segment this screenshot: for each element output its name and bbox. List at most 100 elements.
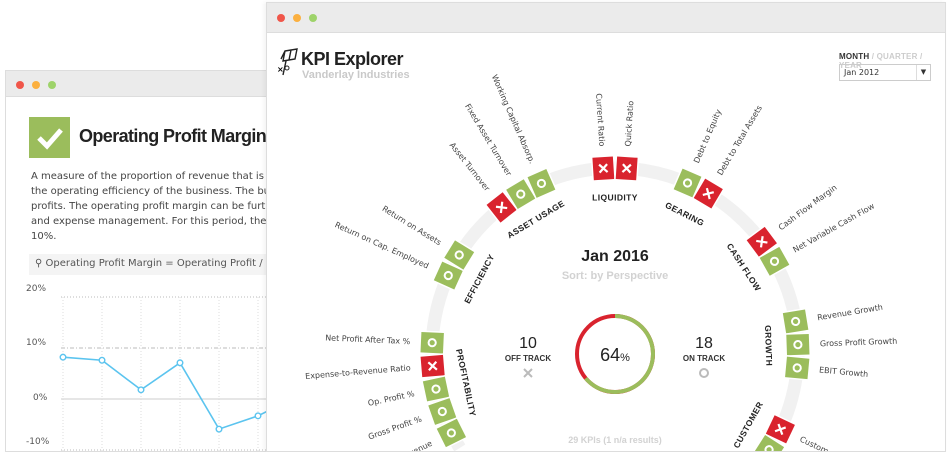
period-quarter[interactable]: QUARTER: [876, 52, 918, 61]
kpi-tile[interactable]: [421, 374, 451, 404]
maximize-window-button[interactable]: [309, 14, 317, 22]
data-point[interactable]: [215, 425, 223, 433]
kpi-tile[interactable]: [590, 154, 616, 182]
off-track-x-icon: [774, 423, 787, 436]
kpi-tile[interactable]: [752, 432, 787, 451]
formula-bar: ⚲ Operating Profit Margin = Operating Pr…: [29, 254, 280, 275]
kpi-tile-bg: [781, 307, 811, 336]
description-line: 10%.: [31, 231, 57, 242]
kpi-tile[interactable]: [783, 355, 811, 381]
kpi-label[interactable]: EBIT Growth: [819, 365, 869, 379]
kpi-tile[interactable]: [434, 416, 469, 450]
formula-text: Operating Profit Margin = Operating Prof…: [45, 258, 280, 269]
off-track-x-icon: [427, 360, 438, 372]
kpi-label[interactable]: Gross Profit Growth: [820, 337, 898, 349]
kpi-tile-bg: [434, 416, 469, 450]
kpi-label[interactable]: Expense-to-Revenue Ratio: [305, 363, 411, 381]
kpi-tile[interactable]: [426, 396, 459, 427]
data-point[interactable]: [254, 412, 262, 420]
kpi-tile[interactable]: [744, 224, 780, 259]
data-point[interactable]: [98, 356, 106, 364]
kpi-tile[interactable]: [784, 332, 812, 357]
period-year[interactable]: YEAR: [839, 61, 863, 70]
on-track-circle-icon: [536, 178, 547, 189]
kpi-tile-bg: [783, 355, 811, 381]
close-window-button[interactable]: [16, 81, 24, 89]
description-line: A measure of the proportion of revenue t…: [31, 171, 280, 182]
kpi-tile[interactable]: [504, 177, 538, 212]
kpi-label[interactable]: Revenue Growth: [817, 303, 884, 323]
on-track-circle-icon: [443, 270, 453, 281]
on-track-circle-icon: [792, 363, 802, 373]
kpi-label[interactable]: Return on Assets: [381, 204, 443, 247]
perspective-label[interactable]: GEARING: [664, 200, 706, 228]
kpi-tile[interactable]: [484, 190, 519, 225]
search-icon: ⚲: [35, 258, 46, 269]
perspective-label[interactable]: PROFITABILITY: [454, 348, 478, 417]
kpi-summary: 29 KPIs (1 n/a results): [568, 435, 662, 445]
y-tick-label: 0%: [33, 393, 48, 403]
kpi-label[interactable]: Net Profit After Tax %: [325, 333, 411, 346]
perspective-label[interactable]: GROWTH: [763, 325, 774, 366]
y-tick-label: 20%: [26, 284, 47, 294]
percent-value: 64: [600, 345, 620, 365]
kpi-detail-window: Operating Profit Margin A measure of the…: [5, 70, 280, 452]
chevron-down-icon[interactable]: ▼: [916, 65, 930, 80]
off-track-count: 10: [519, 335, 537, 352]
kpi-tile-bg: [442, 238, 477, 272]
on-track-circle-icon: [516, 189, 526, 199]
kpi-label[interactable]: Customer: [798, 435, 838, 451]
percent-sign: %: [620, 352, 630, 364]
kpi-tile[interactable]: [614, 154, 640, 182]
kpi-label[interactable]: Debt to Equity: [692, 108, 723, 165]
data-point[interactable]: [137, 386, 145, 394]
description-line: profits. The operating profit margin can…: [31, 201, 280, 212]
kpi-tile[interactable]: [442, 238, 477, 272]
app-title: KPI Explorer: [301, 49, 404, 69]
close-window-button[interactable]: [277, 14, 285, 22]
kpi-tile-bg: [431, 259, 465, 292]
kpi-label[interactable]: Asset Turnover: [448, 141, 492, 194]
svg-text:×: ×: [277, 65, 284, 74]
kpi-tile-bg: [418, 330, 446, 356]
kpi-tile[interactable]: [525, 167, 558, 200]
on-track-circle-icon: [431, 384, 441, 394]
title-bar: [267, 3, 945, 33]
on-track-circle-icon: [454, 250, 464, 260]
kpi-tile[interactable]: [763, 413, 797, 446]
kpi-tile[interactable]: [781, 307, 811, 336]
maximize-window-button[interactable]: [48, 81, 56, 89]
perspective-label[interactable]: LIQUIDITY: [592, 192, 638, 202]
kpi-tile[interactable]: [671, 166, 704, 200]
kpi-label[interactable]: Debt to Total Assets: [716, 104, 764, 177]
kpi-label[interactable]: Quick Ratio: [624, 100, 636, 146]
kpi-label[interactable]: Revenue: [399, 439, 434, 451]
kpi-description: A measure of the proportion of revenue t…: [31, 169, 280, 244]
kpi-label[interactable]: Gross Profit %: [367, 414, 423, 441]
kpi-label[interactable]: Current Ratio: [594, 93, 606, 147]
kpi-label[interactable]: Op. Profit %: [367, 389, 416, 408]
sort-toggle[interactable]: Sort: by Perspective: [562, 270, 668, 282]
kpi-tile[interactable]: [418, 330, 446, 356]
kpi-tile[interactable]: [757, 244, 792, 278]
on-track-circle-icon: [793, 340, 803, 350]
kpi-tile-bg: [426, 396, 459, 427]
kpi-explorer-window: × KPI Explorer Vanderlay Industries MONT…: [266, 2, 946, 452]
period-select[interactable]: Jan 2012 ▼: [839, 64, 931, 81]
kpi-tile[interactable]: [691, 176, 725, 211]
on-track-check-icon: [29, 117, 70, 158]
on-track-filter-icon[interactable]: [699, 368, 709, 378]
off-track-filter-icon[interactable]: [523, 368, 533, 378]
company-name: Vanderlay Industries: [302, 69, 410, 81]
data-point[interactable]: [59, 353, 67, 361]
kpi-tile[interactable]: [418, 353, 447, 379]
minimize-window-button[interactable]: [293, 14, 301, 22]
kpi-tile[interactable]: [431, 259, 465, 292]
data-point[interactable]: [176, 359, 184, 367]
description-line: and expense management. For this period,…: [31, 216, 280, 227]
period-month[interactable]: MONTH: [839, 52, 870, 61]
off-track-label: OFF TRACK: [505, 354, 551, 363]
minimize-window-button[interactable]: [32, 81, 40, 89]
period-select-value: Jan 2012: [844, 68, 880, 77]
